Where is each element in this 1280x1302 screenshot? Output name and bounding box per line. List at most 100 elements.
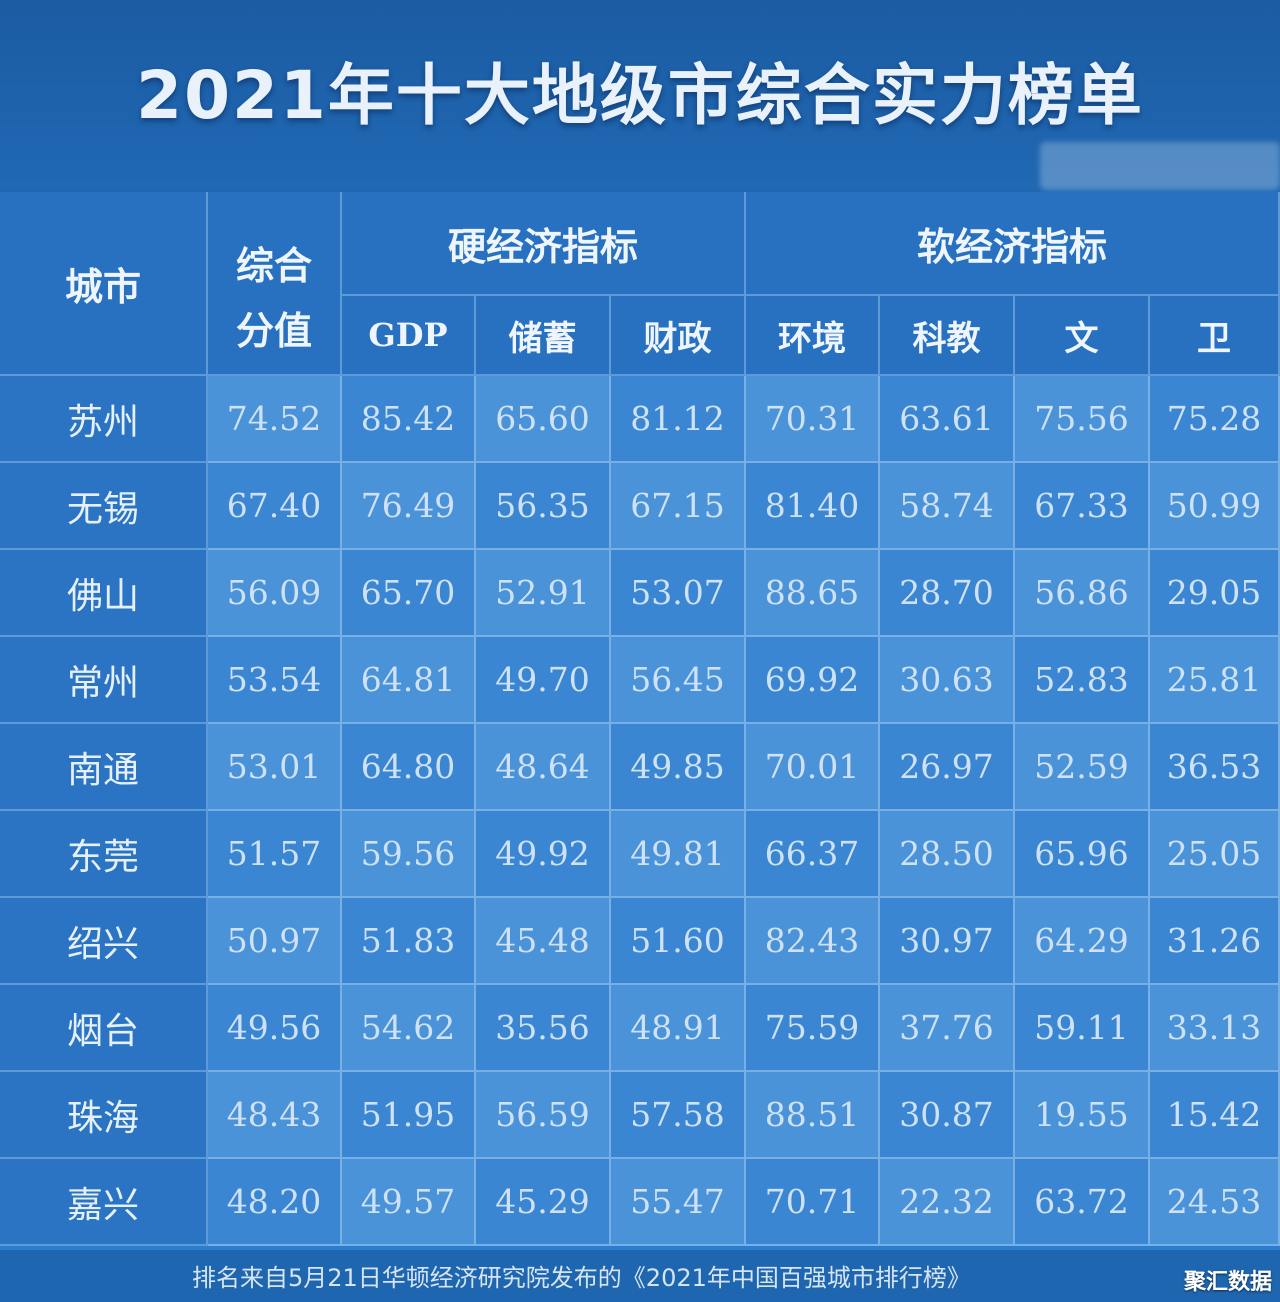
table-cell-health: 31.26 — [1150, 898, 1280, 985]
table-cell-finance: 57.58 — [611, 1072, 746, 1159]
table-cell-environment: 82.43 — [746, 898, 880, 985]
table-row-city: 烟台 — [0, 985, 208, 1072]
table-row-city: 南通 — [0, 724, 208, 811]
table-row-city: 东莞 — [0, 811, 208, 898]
table-cell-sci-edu: 37.76 — [880, 985, 1015, 1072]
table-cell-sci-edu: 30.87 — [880, 1072, 1015, 1159]
table-cell-savings: 52.91 — [476, 550, 611, 637]
table-cell-finance: 51.60 — [611, 898, 746, 985]
header-soft-group: 软经济指标 — [746, 192, 1280, 296]
header-hard-group: 硬经济指标 — [342, 192, 746, 296]
table-cell-sci-edu: 30.63 — [880, 637, 1015, 724]
table-row-city: 无锡 — [0, 463, 208, 550]
table-row-city: 苏州 — [0, 376, 208, 463]
table-cell-overall: 48.20 — [208, 1159, 342, 1246]
table-cell-savings: 48.64 — [476, 724, 611, 811]
table-cell-gdp: 85.42 — [342, 376, 476, 463]
table-cell-environment: 66.37 — [746, 811, 880, 898]
table-cell-health: 25.05 — [1150, 811, 1280, 898]
table-cell-savings: 35.56 — [476, 985, 611, 1072]
table-cell-finance: 55.47 — [611, 1159, 746, 1246]
table-cell-sci-edu: 58.74 — [880, 463, 1015, 550]
table-cell-culture: 64.29 — [1015, 898, 1150, 985]
table-cell-environment: 88.51 — [746, 1072, 880, 1159]
table-cell-sci-edu: 22.32 — [880, 1159, 1015, 1246]
table-cell-health: 29.05 — [1150, 550, 1280, 637]
table-cell-culture: 52.59 — [1015, 724, 1150, 811]
table-cell-environment: 70.71 — [746, 1159, 880, 1246]
header-savings: 储蓄 — [476, 296, 611, 376]
table-cell-savings: 45.48 — [476, 898, 611, 985]
table-cell-environment: 70.01 — [746, 724, 880, 811]
header-finance: 财政 — [611, 296, 746, 376]
table-cell-culture: 75.56 — [1015, 376, 1150, 463]
table-cell-environment: 70.31 — [746, 376, 880, 463]
table-cell-culture: 63.72 — [1015, 1159, 1150, 1246]
table-cell-gdp: 54.62 — [342, 985, 476, 1072]
table-cell-savings: 49.92 — [476, 811, 611, 898]
table-cell-culture: 19.55 — [1015, 1072, 1150, 1159]
table-cell-overall: 56.09 — [208, 550, 342, 637]
title-band — [0, 0, 1280, 190]
table-cell-health: 24.53 — [1150, 1159, 1280, 1246]
header-overall-line1: 综合 — [208, 192, 342, 296]
table-cell-savings: 45.29 — [476, 1159, 611, 1246]
table-cell-environment: 75.59 — [746, 985, 880, 1072]
table-cell-sci-edu: 28.70 — [880, 550, 1015, 637]
table-cell-overall: 74.52 — [208, 376, 342, 463]
table-cell-overall: 50.97 — [208, 898, 342, 985]
header-culture: 文 — [1015, 296, 1150, 376]
table-cell-sci-edu: 26.97 — [880, 724, 1015, 811]
table-cell-sci-edu: 30.97 — [880, 898, 1015, 985]
blurred-watermark — [1040, 142, 1280, 190]
table-cell-savings: 49.70 — [476, 637, 611, 724]
header-overall-line2: 分值 — [208, 296, 342, 376]
table-cell-health: 36.53 — [1150, 724, 1280, 811]
table-cell-overall: 51.57 — [208, 811, 342, 898]
header-environment: 环境 — [746, 296, 880, 376]
table-cell-gdp: 51.95 — [342, 1072, 476, 1159]
table-row-city: 珠海 — [0, 1072, 208, 1159]
table-cell-health: 75.28 — [1150, 376, 1280, 463]
table-row-city: 佛山 — [0, 550, 208, 637]
table-cell-health: 50.99 — [1150, 463, 1280, 550]
table-cell-health: 33.13 — [1150, 985, 1280, 1072]
table-cell-overall: 67.40 — [208, 463, 342, 550]
table-cell-health: 15.42 — [1150, 1072, 1280, 1159]
header-city: 城市 — [0, 192, 208, 376]
table-cell-culture: 65.96 — [1015, 811, 1150, 898]
page-title: 2021年十大地级市综合实力榜单 — [136, 57, 1144, 134]
table-cell-finance: 49.81 — [611, 811, 746, 898]
table-cell-gdp: 59.56 — [342, 811, 476, 898]
table-cell-sci-edu: 63.61 — [880, 376, 1015, 463]
table-cell-finance: 48.91 — [611, 985, 746, 1072]
table-cell-health: 25.81 — [1150, 637, 1280, 724]
table-cell-overall: 53.54 — [208, 637, 342, 724]
table-cell-finance: 81.12 — [611, 376, 746, 463]
table-cell-savings: 65.60 — [476, 376, 611, 463]
table-cell-gdp: 51.83 — [342, 898, 476, 985]
source-footnote: 排名来自5月21日华顿经济研究院发布的《2021年中国百强城市排行榜》 — [192, 1264, 971, 1292]
table-cell-gdp: 76.49 — [342, 463, 476, 550]
table-cell-gdp: 49.57 — [342, 1159, 476, 1246]
table-cell-environment: 69.92 — [746, 637, 880, 724]
table-cell-gdp: 64.80 — [342, 724, 476, 811]
ranking-table: 城市 综合 分值 硬经济指标 软经济指标 GDP 储蓄 财政 环境 科教 文 卫… — [0, 192, 1280, 1248]
table-cell-finance: 49.85 — [611, 724, 746, 811]
table-cell-finance: 53.07 — [611, 550, 746, 637]
watermark-text: 聚汇数据 — [1183, 1270, 1272, 1295]
header-sci-edu: 科教 — [880, 296, 1015, 376]
table-row-city: 绍兴 — [0, 898, 208, 985]
table-cell-finance: 67.15 — [611, 463, 746, 550]
table-cell-culture: 59.11 — [1015, 985, 1150, 1072]
table-cell-culture: 52.83 — [1015, 637, 1150, 724]
footer-band — [0, 1250, 1280, 1302]
table-cell-overall: 53.01 — [208, 724, 342, 811]
table-cell-environment: 88.65 — [746, 550, 880, 637]
table-cell-finance: 56.45 — [611, 637, 746, 724]
table-cell-culture: 67.33 — [1015, 463, 1150, 550]
table-row-city: 嘉兴 — [0, 1159, 208, 1246]
table-cell-sci-edu: 28.50 — [880, 811, 1015, 898]
table-row-city: 常州 — [0, 637, 208, 724]
